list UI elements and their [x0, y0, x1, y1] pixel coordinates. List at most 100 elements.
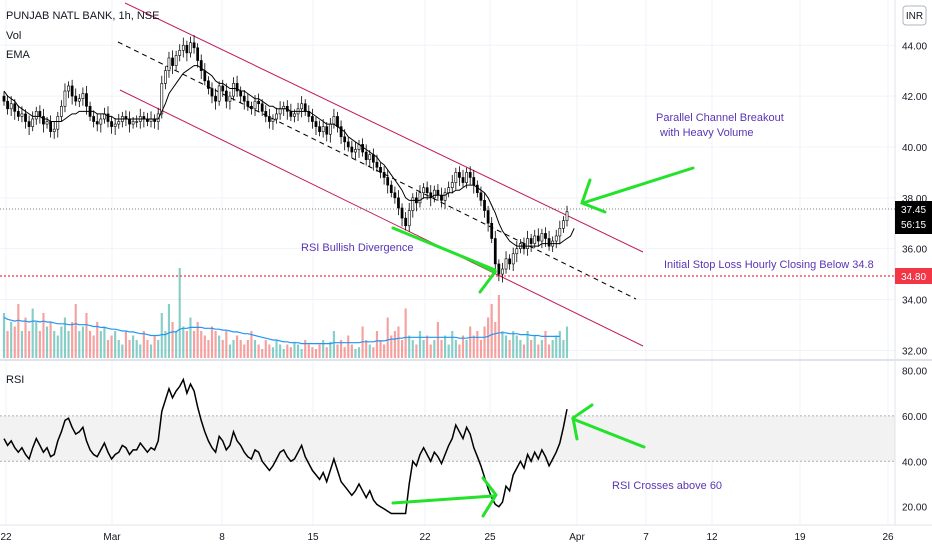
rsi-tick-label: 80.00: [902, 367, 927, 378]
volume-bar: [393, 331, 396, 358]
candle: [275, 107, 278, 124]
candle: [554, 229, 558, 249]
volume-bar: [289, 347, 292, 358]
candle: [185, 40, 189, 62]
time-tick-label: 19: [794, 532, 806, 543]
volume-bar: [250, 331, 253, 358]
volume-bar: [243, 344, 246, 358]
volume-bar: [293, 341, 296, 358]
price-tick-label: 32.00: [902, 346, 927, 357]
volume-bar: [558, 331, 561, 358]
volume-bar: [322, 340, 325, 358]
volume-bar: [261, 349, 264, 358]
candle: [354, 141, 357, 160]
volume-bar: [31, 308, 34, 358]
rsi-line: [3, 377, 568, 515]
divergence-annotation: RSI Bullish Divergence: [301, 242, 414, 254]
currency-button[interactable]: [902, 5, 927, 26]
volume-bar: [479, 340, 483, 358]
rsi-cross-annotation: RSI Crosses above 60: [612, 480, 722, 492]
candle: [461, 169, 465, 188]
volume-bar: [397, 326, 400, 358]
volume-bar: [74, 304, 77, 358]
candle: [181, 37, 185, 58]
candle: [558, 220, 562, 245]
rsi-legend[interactable]: RSI: [6, 374, 24, 386]
candle: [289, 103, 293, 122]
candle: [379, 162, 382, 179]
volume-bar: [440, 340, 443, 358]
candle: [24, 109, 27, 129]
candle: [411, 193, 415, 218]
volume-bar: [45, 326, 49, 358]
volume-bar: [6, 331, 9, 358]
candle: [120, 111, 124, 128]
candle: [328, 117, 332, 143]
volume-bar: [343, 347, 346, 358]
candle: [336, 111, 339, 133]
rsi-tick-label: 60.00: [902, 412, 927, 423]
volume-bar: [92, 335, 95, 358]
candle: [92, 110, 96, 128]
candle: [163, 66, 167, 90]
candlesticks: [2, 35, 569, 283]
price-tick-label: 42.00: [902, 92, 927, 103]
candle: [192, 35, 196, 54]
candle: [400, 203, 404, 227]
candle: [332, 108, 336, 129]
time-axis[interactable]: 22 Mar 8 15 22 25 Apr 7 12 19 26: [0, 532, 894, 543]
candle: [189, 36, 192, 58]
candle: [285, 100, 289, 120]
volume-bar: [372, 347, 375, 358]
volume-bar: [390, 335, 393, 358]
volume-bar: [13, 326, 16, 358]
volume-bar: [96, 322, 99, 358]
ema-legend[interactable]: EMA: [6, 49, 31, 61]
volume-bar: [519, 340, 522, 358]
volume-bar: [415, 344, 418, 358]
volume-bar: [149, 344, 153, 358]
candle: [246, 93, 250, 111]
candle: [38, 105, 42, 124]
candle: [422, 183, 425, 199]
candle: [16, 105, 20, 122]
volume-bar: [71, 322, 74, 358]
candle: [551, 236, 555, 252]
volume-bar: [447, 344, 450, 358]
volume-bar: [540, 340, 543, 358]
candle: [9, 96, 13, 116]
candle: [203, 63, 207, 86]
volume-bar: [42, 313, 45, 358]
candle: [260, 99, 264, 116]
candle: [533, 229, 537, 249]
vol-legend[interactable]: Vol: [6, 30, 21, 42]
volume-bar: [476, 331, 479, 358]
volume-bar: [340, 340, 343, 358]
volume-bar: [218, 335, 221, 358]
candle: [468, 166, 472, 185]
candle: [171, 50, 174, 74]
candle: [142, 111, 146, 128]
volume-bar: [221, 340, 224, 358]
volume-bar: [461, 335, 465, 358]
candle: [540, 228, 544, 249]
rsi-axis[interactable]: 80.00 60.00 40.00 20.00: [902, 367, 927, 514]
volume-bar: [185, 331, 188, 358]
volume-bar: [365, 340, 368, 358]
candle: [382, 166, 386, 185]
volume-bar: [182, 326, 185, 358]
volume-bar: [146, 340, 149, 358]
price-axis[interactable]: 44.00 42.00 40.00 38.00 36.00 34.00 32.00: [902, 41, 927, 357]
price-tick-label: 36.00: [902, 245, 927, 256]
volume-bar: [325, 347, 328, 358]
volume-bar: [307, 344, 310, 358]
channel-upper: [124, 2, 644, 253]
volume-bar: [533, 335, 536, 358]
volume-bar: [411, 340, 414, 358]
candle: [307, 105, 311, 123]
volume-bar: [522, 344, 526, 358]
volume-bar: [239, 340, 242, 358]
candle: [432, 185, 436, 203]
rsi-cross-arrow: [571, 403, 646, 449]
